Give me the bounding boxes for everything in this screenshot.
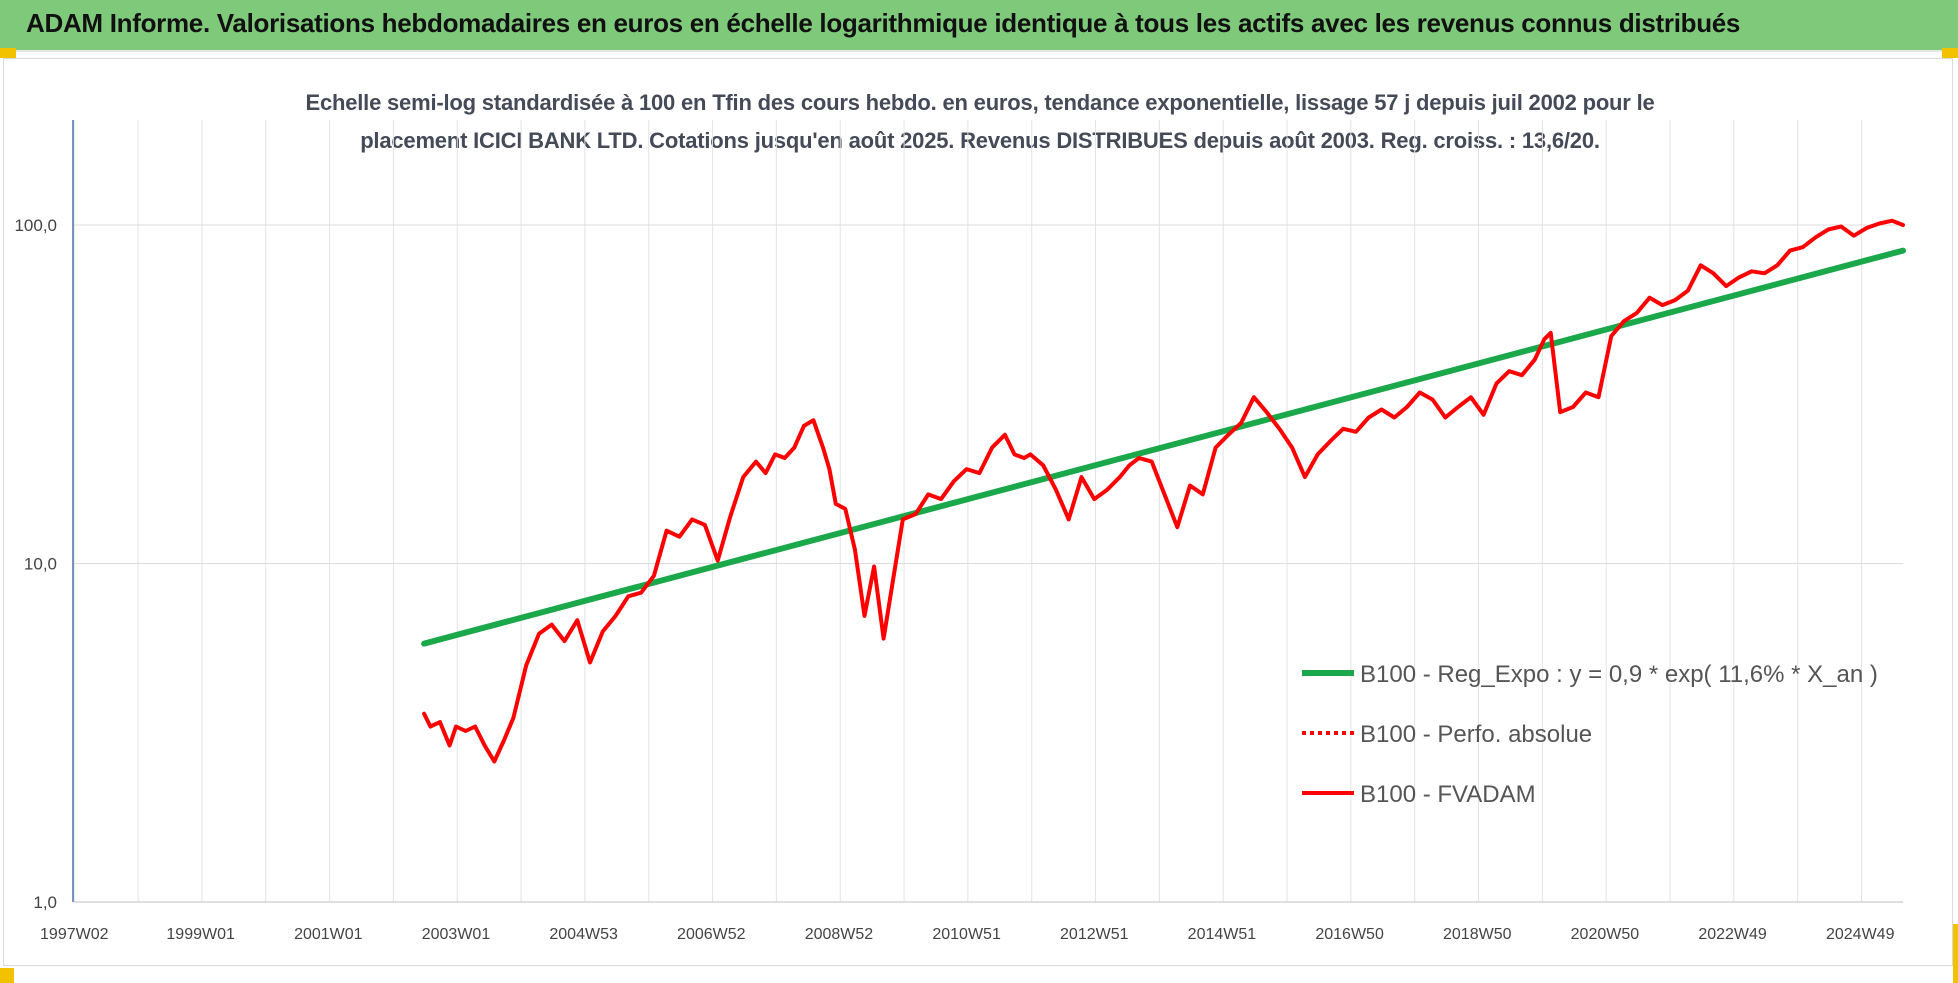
x-tick-label: 2006W52 (677, 926, 746, 943)
x-tick-label: 2022W49 (1698, 926, 1767, 943)
y-tick-label: 100,0 (14, 216, 57, 235)
series-line-regression (421, 247, 1906, 647)
corner-accent-bottom-right (1953, 924, 1958, 983)
x-tick-label: 2008W52 (805, 926, 874, 943)
header-title: ADAM Informe. Valorisations hebdomadaire… (26, 8, 1741, 38)
series (421, 218, 1906, 764)
x-tick-label: 2016W50 (1315, 926, 1384, 943)
x-tick-label: 2010W51 (932, 926, 1001, 943)
x-tick-label: 2020W50 (1571, 926, 1640, 943)
legend-label: B100 - FVADAM (1360, 781, 1536, 808)
legend-label: B100 - Reg_Expo : y = 0,9 * exp( 11,6% *… (1360, 661, 1878, 688)
chart-title-line-2: placement ICICI BANK LTD. Cotations jusq… (360, 128, 1600, 153)
legend: B100 - Reg_Expo : y = 0,9 * exp( 11,6% *… (1302, 661, 1878, 808)
axes: 1,0 10,0 100,0 1997W02 1999W01 2001W01 2003W01… (14, 120, 1903, 943)
legend-label: B100 - Perfo. absolue (1360, 721, 1592, 748)
header-banner: ADAM Informe. Valorisations hebdomadaire… (0, 0, 1958, 52)
chart-frame (3, 58, 1953, 966)
x-tick-label: 2004W53 (549, 926, 618, 943)
corner-accent-top-left (0, 48, 16, 58)
x-tick-label: 1999W01 (166, 926, 235, 943)
grid (73, 120, 1903, 903)
x-tick-label: 1997W02 (40, 926, 109, 943)
corner-accent-top-right (1942, 48, 1958, 58)
series-line-fvadam (422, 218, 1905, 764)
x-tick-label: 2012W51 (1060, 926, 1129, 943)
x-tick-label: 2001W01 (294, 926, 363, 943)
corner-accent-bottom-left (0, 968, 14, 983)
chart-title-line-1: Echelle semi-log standardisée à 100 en T… (305, 90, 1655, 115)
x-tick-label: 2014W51 (1188, 926, 1257, 943)
x-tick-label: 2003W01 (422, 926, 491, 943)
x-tick-label: 2018W50 (1443, 926, 1512, 943)
y-tick-label: 10,0 (24, 555, 57, 574)
chart-title: Echelle semi-log standardisée à 100 en T… (180, 84, 1780, 160)
x-tick-label: 2024W49 (1826, 926, 1895, 943)
y-tick-label: 1,0 (33, 893, 57, 912)
